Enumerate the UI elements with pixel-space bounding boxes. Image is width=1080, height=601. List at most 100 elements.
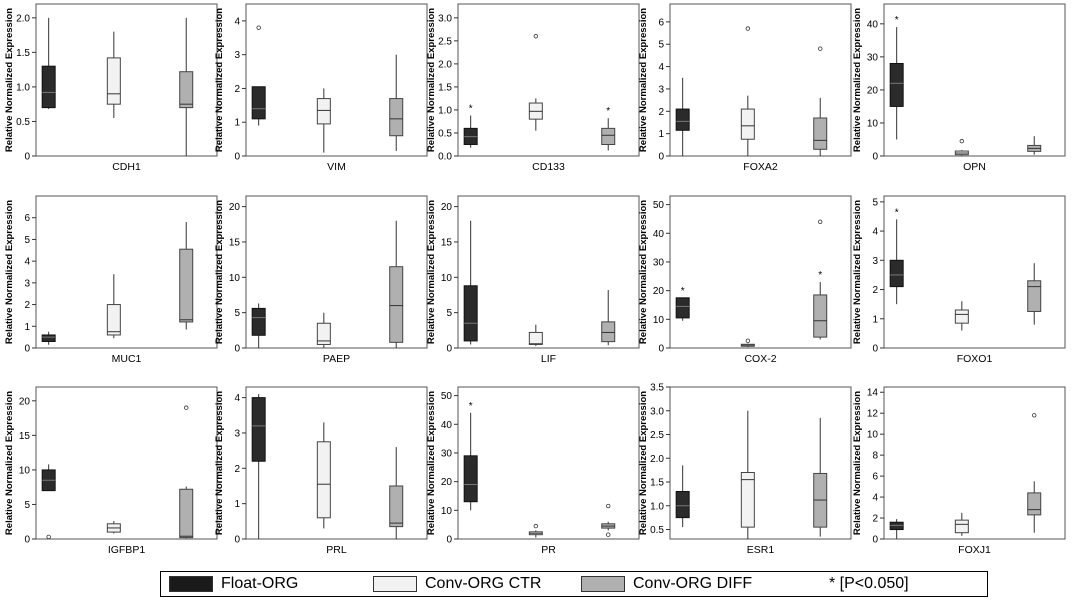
y-axis-label: Relative Normalized Expression: [426, 200, 437, 344]
x-axis-label: PR: [541, 544, 556, 556]
box-conv-org-diff: [179, 248, 194, 323]
y-tick-label: 10: [867, 430, 879, 441]
plot-pr: 0 10 20 30 40 50 Relative Normalized Expressio…: [426, 386, 640, 556]
box-conv-org-ctr: [106, 57, 121, 105]
box-float-org: [889, 259, 904, 288]
y-tick-label: 50: [653, 200, 665, 211]
y-tick-label: 20: [19, 396, 31, 407]
legend-label-significance: * [P<0.050]: [829, 575, 909, 592]
x-axis-label: MUC1: [112, 353, 142, 365]
significance-marker-conv-org-diff: *: [818, 270, 822, 281]
y-tick-label: 0: [872, 152, 878, 163]
y-axis-label: Relative Normalized Expression: [214, 8, 225, 152]
outlier-conv-org-ctr: [745, 338, 751, 344]
y-tick-label: 6: [872, 472, 878, 483]
y-tick-label: 6: [658, 17, 664, 28]
outlier-conv-org-diff: [606, 532, 611, 537]
outlier-conv-org-diff: [1032, 413, 1037, 418]
x-axis-label: CDH1: [112, 161, 141, 173]
x-axis-label: FOXA2: [743, 161, 778, 173]
y-axis-label: Relative Normalized Expression: [214, 391, 225, 535]
y-tick-label: 1: [24, 322, 30, 333]
outlier-conv-org-diff: [184, 405, 189, 410]
y-tick-label: 3: [658, 84, 664, 95]
y-tick-label: 0.0: [438, 152, 452, 163]
box-conv-org-diff: [813, 294, 828, 338]
y-tick-label: 20: [441, 202, 453, 213]
box-float-org: [675, 297, 690, 319]
box-float-org: [675, 491, 690, 519]
y-tick-label: 3: [872, 256, 878, 267]
plot-igfbp1: 0 5 10 15 20 Relative Normalized Expression IG…: [4, 386, 218, 556]
x-axis-label: ESR1: [747, 544, 775, 556]
x-axis-label: FOXJ1: [958, 544, 991, 556]
y-tick-label: 1: [658, 129, 664, 140]
plot-muc1: 0 1 2 3 4 5 6 Relative Normalized Expression MUC…: [4, 195, 218, 365]
plot-frame: [883, 195, 1066, 349]
y-tick-label: 6: [24, 213, 30, 224]
box-float-org: [251, 86, 266, 120]
y-tick-label: 1: [872, 314, 878, 325]
y-tick-label: 8: [872, 451, 878, 462]
y-tick-label: 2: [872, 514, 878, 525]
y-tick-label: 30: [441, 448, 453, 459]
y-tick-label: 3: [234, 50, 240, 61]
outlier-conv-org-ctr: [533, 34, 539, 39]
box-float-org: [41, 334, 56, 342]
box-float-org: [251, 307, 266, 336]
y-tick-label: 14: [867, 388, 879, 399]
y-tick-label: 2.0: [16, 13, 30, 24]
y-tick-label: 20: [229, 202, 241, 213]
y-tick-label: 0: [872, 344, 878, 355]
x-axis-label: PRL: [326, 544, 347, 556]
y-tick-label: 2: [234, 84, 240, 95]
plot-foxo1: 0 1 2 3 4 5 Relative Normalized Expression FOXO…: [852, 195, 1066, 365]
y-tick-label: 1.0: [438, 105, 452, 116]
y-tick-label: 4: [24, 257, 30, 268]
y-tick-label: 5: [24, 235, 30, 246]
y-tick-label: 3.0: [438, 13, 452, 24]
y-tick-label: 2: [872, 285, 878, 296]
y-tick-label: 20: [441, 477, 453, 488]
y-axis-label: Relative Normalized Expression: [638, 8, 649, 152]
y-tick-label: 2: [658, 107, 664, 118]
y-tick-label: 20: [653, 286, 665, 297]
y-tick-label: 2.5: [438, 36, 452, 47]
y-tick-label: 0: [234, 152, 240, 163]
y-tick-label: 10: [653, 315, 665, 326]
plot-frame: [245, 386, 428, 540]
y-tick-label: 0: [872, 535, 878, 546]
x-axis-label: OPN: [963, 161, 986, 173]
outlier-float-org: [256, 25, 261, 30]
significance-marker-float-org: *: [469, 103, 473, 114]
y-tick-label: 1.0: [650, 501, 664, 512]
y-tick-label: 15: [19, 431, 31, 442]
y-tick-label: 0: [658, 152, 664, 163]
box-conv-org-diff: [179, 71, 194, 109]
box-conv-org-ctr: [528, 331, 543, 345]
box-conv-org-diff: [389, 485, 404, 528]
x-axis-label: PAEP: [323, 353, 350, 365]
legend-swatch-float-org: [169, 576, 213, 592]
y-tick-label: 3.0: [650, 406, 664, 417]
box-conv-org-ctr: [106, 304, 121, 336]
legend-item-conv-org-ctr: Conv-ORG CTR: [373, 572, 541, 596]
box-conv-org-diff: [389, 98, 404, 137]
legend-label-conv-org-ctr: Conv-ORG CTR: [425, 575, 542, 592]
y-tick-label: 2: [24, 300, 30, 311]
y-tick-label: 2.0: [650, 454, 664, 465]
x-axis-label: FOXO1: [957, 353, 993, 365]
y-tick-label: 30: [867, 52, 879, 63]
box-conv-org-ctr: [954, 309, 969, 324]
y-tick-label: 5: [234, 308, 240, 319]
y-tick-label: 5: [446, 308, 452, 319]
y-tick-label: 5: [872, 197, 878, 208]
y-tick-label: 5: [658, 40, 664, 51]
y-tick-label: 3.5: [650, 383, 664, 394]
box-conv-org-diff: [389, 266, 404, 343]
y-axis-label: Relative Normalized Expression: [638, 391, 649, 535]
